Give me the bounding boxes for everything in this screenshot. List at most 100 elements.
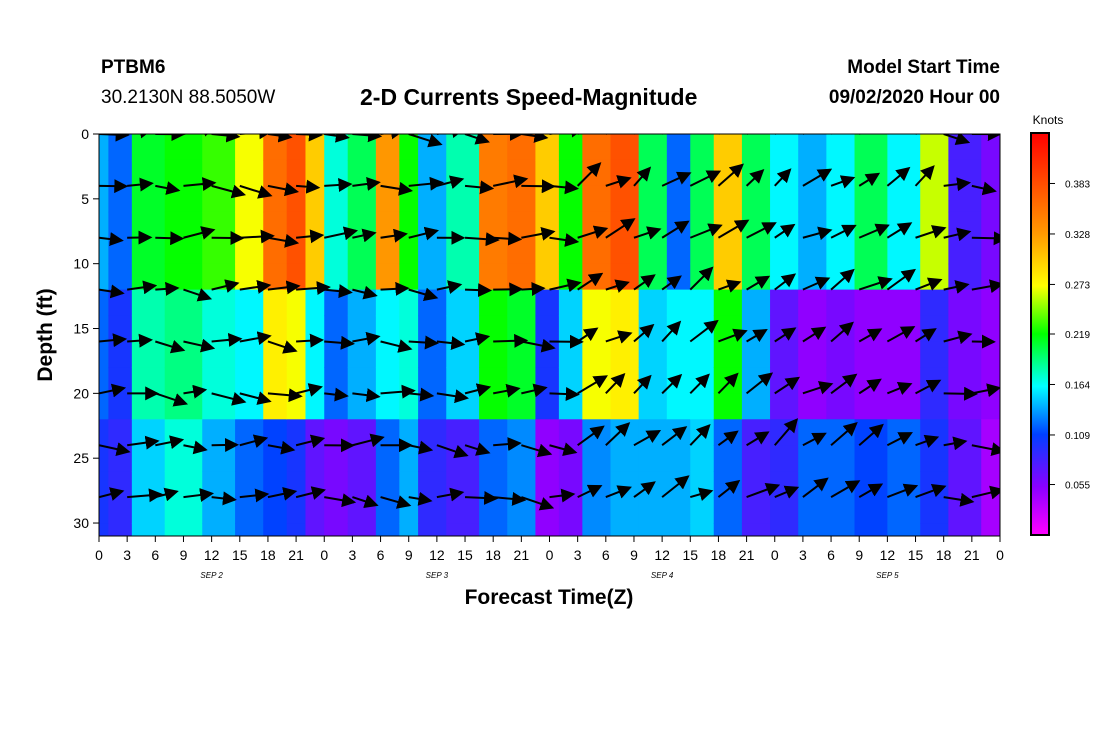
heatmap-cell xyxy=(610,237,640,265)
current-vector xyxy=(577,225,609,239)
heatmap-cell xyxy=(798,497,827,524)
heatmap-cell xyxy=(582,134,612,161)
heatmap-cell xyxy=(99,263,109,291)
current-vector xyxy=(774,376,800,395)
heatmap-cell xyxy=(108,237,133,265)
current-vector xyxy=(127,488,164,503)
current-vector xyxy=(380,181,414,196)
current-vector xyxy=(295,383,323,397)
heatmap-cell xyxy=(887,523,921,536)
current-vector xyxy=(352,285,378,300)
current-vector xyxy=(296,179,321,194)
heatmap-cell xyxy=(131,393,166,420)
current-vector xyxy=(493,383,521,398)
current-vector xyxy=(155,339,186,354)
current-vector xyxy=(915,483,947,499)
heatmap-cell xyxy=(347,393,377,420)
heatmap-cell xyxy=(826,523,856,536)
heatmap-cell xyxy=(347,134,377,161)
current-vector xyxy=(633,481,656,498)
heatmap-cell xyxy=(582,237,612,265)
heatmap-cell xyxy=(741,445,771,472)
current-vector xyxy=(127,435,160,450)
current-vector xyxy=(633,323,655,343)
heatmap-cell xyxy=(558,341,583,369)
heatmap-cell xyxy=(164,393,203,420)
current-vector xyxy=(858,423,884,446)
heatmap-cell xyxy=(324,289,349,317)
current-vector xyxy=(689,266,714,291)
heatmap-cell xyxy=(558,211,583,239)
current-vector xyxy=(943,280,970,294)
heatmap-cell xyxy=(920,134,949,161)
heatmap-cell xyxy=(99,159,109,187)
heatmap-cell xyxy=(324,315,349,343)
heatmap-cell xyxy=(131,367,166,394)
heatmap-cell xyxy=(347,367,377,394)
heatmap-cell xyxy=(582,523,612,536)
heatmap-cell xyxy=(99,367,109,394)
heatmap-cell xyxy=(347,237,377,265)
heatmap-cell xyxy=(826,471,856,498)
x-tick-label: 6 xyxy=(377,547,385,563)
station-coordinates: 30.2130N 88.5050W xyxy=(101,87,276,108)
current-vector xyxy=(521,226,556,241)
current-vector xyxy=(267,486,298,501)
heatmap-cell xyxy=(690,341,715,369)
y-tick-label: 0 xyxy=(81,126,89,142)
current-vector xyxy=(493,491,527,506)
heatmap-cell xyxy=(479,237,508,265)
heatmap-cell xyxy=(981,134,1000,161)
x-tick-label: 0 xyxy=(95,547,103,563)
heatmap-cell xyxy=(666,134,691,161)
x-tick-label: 15 xyxy=(682,547,698,563)
current-vector xyxy=(380,495,412,509)
heatmap-cell xyxy=(666,523,691,536)
heatmap-cell xyxy=(131,159,166,187)
current-vector xyxy=(324,387,349,402)
colorbar-tick-label: 0.383 xyxy=(1065,179,1090,190)
heatmap-cell xyxy=(741,315,771,343)
heatmap-cell xyxy=(854,341,888,369)
current-vector xyxy=(914,328,937,343)
current-vector xyxy=(830,373,858,395)
current-vector xyxy=(183,338,216,353)
heatmap-cell xyxy=(666,237,691,265)
model-start-value: 09/02/2020 Hour 00 xyxy=(828,87,1000,108)
heatmap-cell xyxy=(826,393,856,420)
heatmap-cell xyxy=(286,289,307,317)
heatmap-cell xyxy=(948,263,982,291)
heatmap-cell xyxy=(535,315,560,343)
heatmap-cell xyxy=(108,393,133,420)
heatmap-cell xyxy=(741,523,771,536)
heatmap-cell xyxy=(108,419,133,446)
current-vector xyxy=(830,480,861,498)
heatmap-cell xyxy=(713,393,743,420)
heatmap-cell xyxy=(324,237,349,265)
current-vector xyxy=(999,184,1000,186)
heatmap-cell xyxy=(131,134,166,161)
heatmap-cell xyxy=(770,159,799,187)
x-tick-label: 18 xyxy=(485,547,501,563)
current-vector xyxy=(408,176,445,191)
heatmap-cell xyxy=(826,315,856,343)
current-vector xyxy=(239,434,269,449)
heatmap-cell xyxy=(507,211,537,239)
heatmap-cell xyxy=(108,523,133,536)
heatmap-cell xyxy=(770,211,799,239)
heatmap-cell xyxy=(558,523,583,536)
current-vector xyxy=(859,134,862,135)
heatmap-cell xyxy=(690,289,715,317)
current-vector xyxy=(830,268,855,291)
current-vector xyxy=(577,327,599,343)
x-tick-label: 15 xyxy=(457,547,473,563)
heatmap-cell xyxy=(305,315,325,343)
heatmap-cell xyxy=(375,289,400,317)
heatmap-cell xyxy=(887,471,921,498)
current-vector xyxy=(689,319,719,343)
heatmap-cell xyxy=(713,134,743,161)
current-vector xyxy=(211,491,237,506)
heatmap-cell xyxy=(164,159,203,187)
colorbar-tick-label: 0.273 xyxy=(1065,280,1090,291)
heatmap-cell xyxy=(826,263,856,291)
